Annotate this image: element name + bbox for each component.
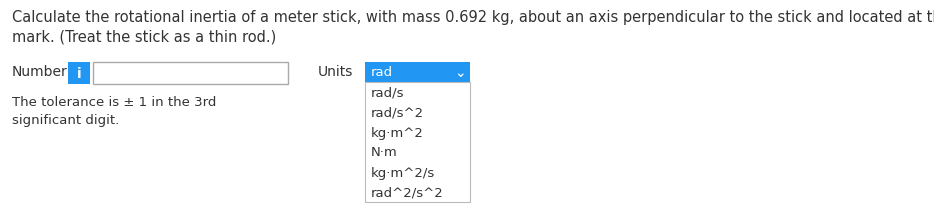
Text: mark. (Treat the stick as a thin rod.): mark. (Treat the stick as a thin rod.) <box>12 30 276 45</box>
Text: Calculate the rotational inertia of a meter stick, with mass 0.692 kg, about an : Calculate the rotational inertia of a me… <box>12 10 934 25</box>
Text: i: i <box>77 67 81 81</box>
Text: ⌄: ⌄ <box>454 66 466 80</box>
FancyBboxPatch shape <box>93 62 288 84</box>
Text: rad^2/s^2: rad^2/s^2 <box>371 186 444 200</box>
FancyBboxPatch shape <box>365 82 470 202</box>
Text: rad: rad <box>371 66 393 80</box>
Text: kg·m^2: kg·m^2 <box>371 126 424 140</box>
Text: rad/s^2: rad/s^2 <box>371 107 424 120</box>
Text: rad/s: rad/s <box>371 87 404 99</box>
Text: N·m: N·m <box>371 147 398 159</box>
Text: The tolerance is ± 1 in the 3rd: The tolerance is ± 1 in the 3rd <box>12 96 217 109</box>
Text: kg·m^2/s: kg·m^2/s <box>371 167 435 180</box>
FancyBboxPatch shape <box>68 62 90 84</box>
Text: Units: Units <box>318 65 353 79</box>
FancyBboxPatch shape <box>365 62 470 82</box>
Text: Number: Number <box>12 65 68 79</box>
Text: significant digit.: significant digit. <box>12 114 120 127</box>
